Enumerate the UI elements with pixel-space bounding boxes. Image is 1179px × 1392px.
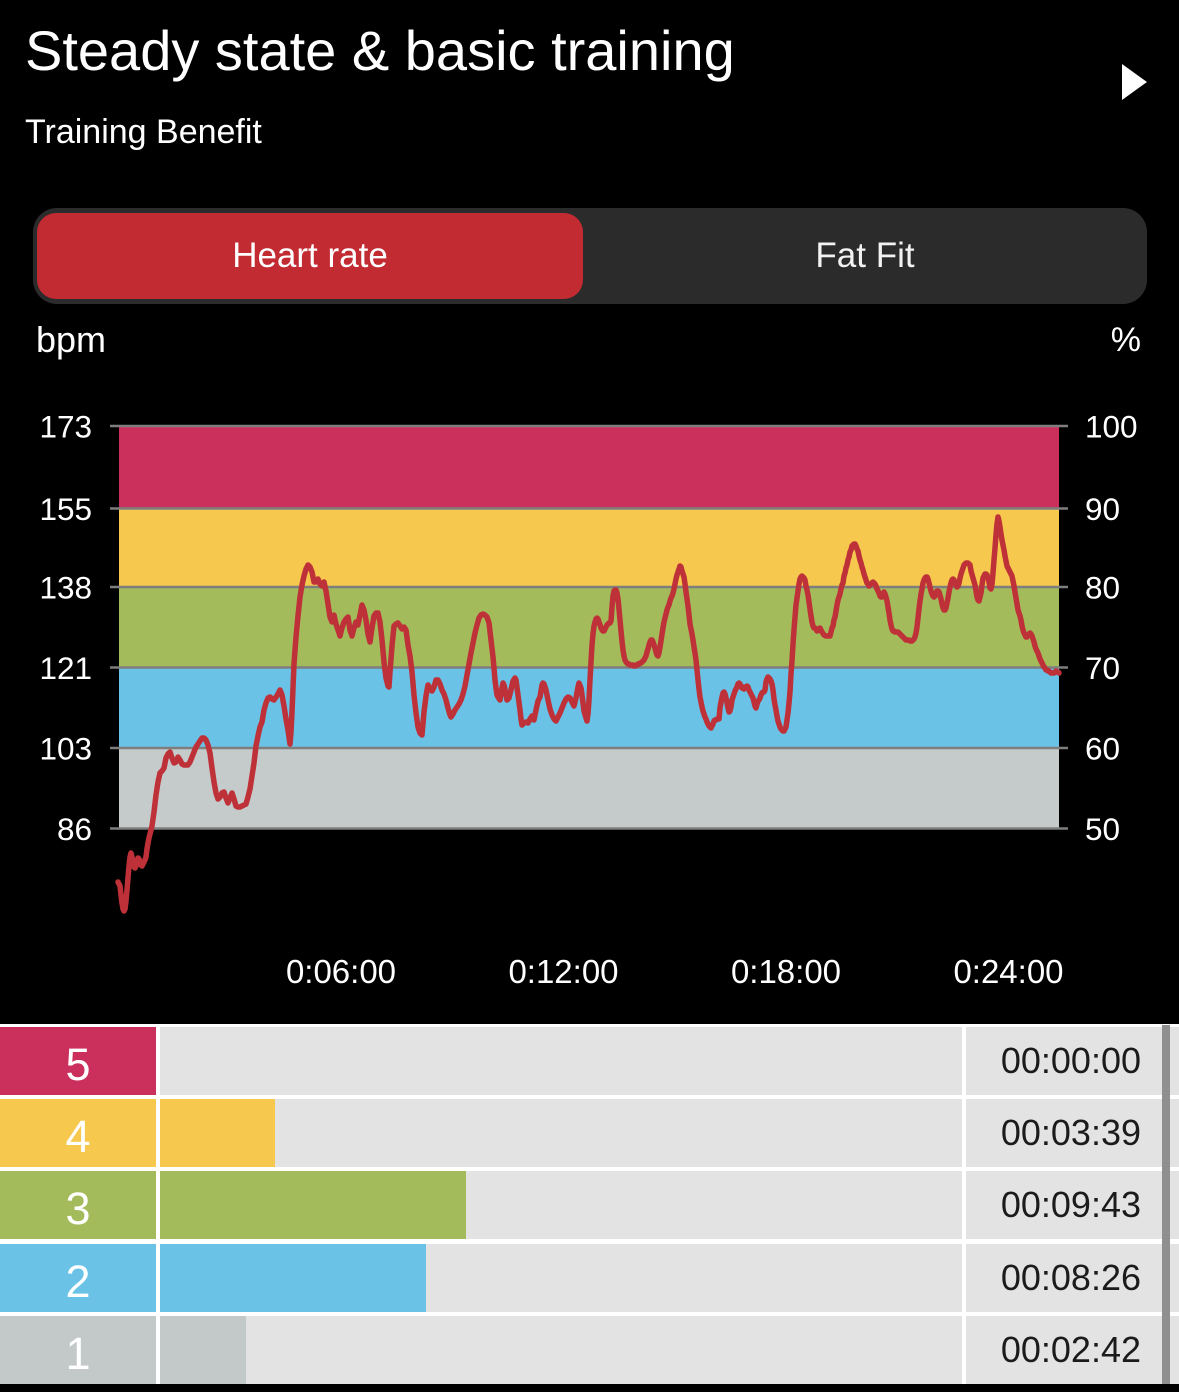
svg-text:0:12:00: 0:12:00	[508, 953, 618, 990]
svg-text:50: 50	[1085, 811, 1120, 847]
svg-text:138: 138	[39, 570, 92, 606]
svg-text:121: 121	[39, 650, 92, 686]
svg-text:0:06:00: 0:06:00	[286, 953, 396, 990]
svg-text:90: 90	[1085, 491, 1120, 527]
svg-text:173: 173	[39, 409, 92, 445]
svg-text:80: 80	[1085, 570, 1120, 606]
svg-text:100: 100	[1085, 409, 1138, 445]
svg-text:155: 155	[39, 491, 92, 527]
svg-text:60: 60	[1085, 731, 1120, 767]
svg-text:0:24:00: 0:24:00	[953, 953, 1063, 990]
svg-text:0:18:00: 0:18:00	[731, 953, 841, 990]
svg-text:86: 86	[57, 811, 92, 847]
svg-text:103: 103	[39, 731, 92, 767]
svg-text:%: %	[1111, 321, 1141, 359]
svg-text:70: 70	[1085, 650, 1120, 686]
svg-text:bpm: bpm	[36, 319, 106, 360]
